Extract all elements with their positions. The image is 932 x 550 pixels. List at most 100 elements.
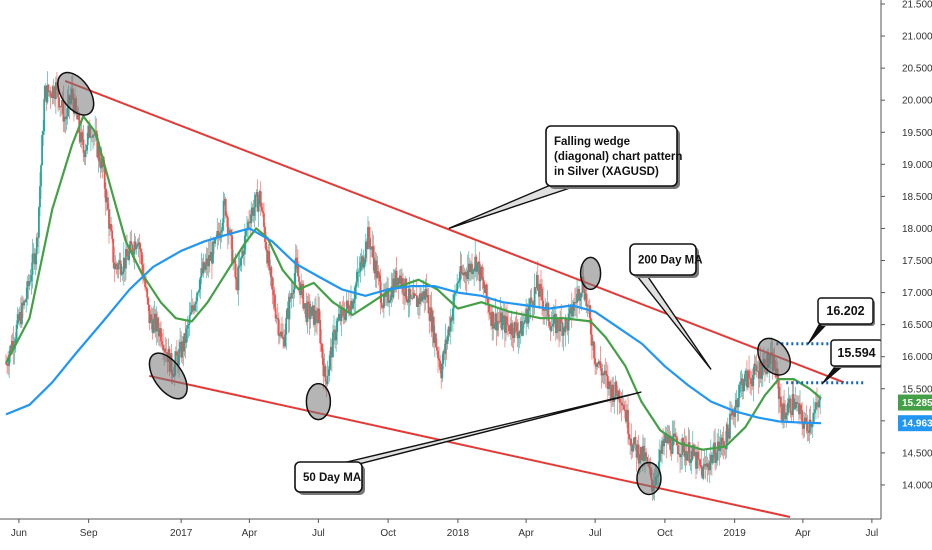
candle [332,324,334,358]
candle [313,298,316,336]
candle [42,119,45,147]
candle [290,278,293,309]
candle [718,436,721,466]
candle-body [478,261,481,282]
candle [330,339,333,372]
candle [435,332,437,348]
candle-body [235,277,238,280]
candle [311,301,314,319]
candle-body [668,436,671,444]
price-tag-label: 14.963 [902,419,932,430]
candle-body [559,317,562,332]
candle [587,300,590,315]
candle-body [92,134,94,138]
candle-body [596,362,599,367]
candle-body [744,370,747,375]
candle [21,295,23,328]
candle-body [56,82,58,86]
candle-body [211,251,213,264]
candle [137,237,140,258]
candle-body [41,135,43,166]
candle [154,308,157,338]
candle-body [631,445,634,452]
price-tick-label: 21.000 [902,32,932,43]
candle-body [282,336,284,340]
candle-body [453,294,455,309]
candle-body [494,313,497,325]
candle [220,227,223,243]
candle [109,209,111,237]
candle-body [303,303,306,309]
candle-body [414,295,417,296]
candle [543,308,546,325]
candle [301,280,304,299]
candle [576,279,578,319]
candle-body [583,289,586,300]
candle-body [669,436,672,451]
candle [810,423,813,435]
candle [289,293,292,303]
candle-body [678,453,680,455]
candle-body [748,370,750,379]
candle [222,191,225,232]
candle-body [293,272,296,290]
candle [345,291,348,322]
candle [283,329,286,349]
candle-body [390,286,393,301]
candle [545,301,548,326]
candle [678,445,680,455]
candle [104,182,107,216]
candle-body [715,460,718,463]
candle [291,280,294,299]
candle [181,335,184,364]
candle [463,267,466,283]
candle [518,329,521,349]
candle [695,444,697,480]
candle-body [813,409,816,413]
candle [187,319,190,339]
candle [271,276,274,305]
candle-body [283,339,286,347]
candle-body [441,363,444,379]
candle-body [473,268,476,272]
candle-body [640,447,643,461]
candle [38,205,40,254]
candle-body [438,358,440,361]
candle [615,380,618,397]
candle [731,404,733,421]
candle-body [533,287,536,306]
candle-body [340,307,343,322]
candle [252,199,255,223]
candle-body [512,335,515,339]
candle-body [57,85,59,98]
candle [266,246,269,268]
candle [598,360,601,366]
candle [433,325,436,358]
candle-body [405,278,408,299]
candle-body [335,332,338,341]
candle [490,305,493,330]
candle-body [807,430,810,433]
candle-body [806,423,809,431]
candle-body [46,84,49,103]
candle [409,288,412,306]
candle-body [181,341,184,358]
candle-body [603,370,606,375]
callout-text: 50 Day MA [303,472,361,484]
candle-body [278,335,281,337]
callout-pointer [631,270,712,370]
candle-body [133,241,136,255]
candle-body [33,253,36,265]
candle-body [643,445,645,462]
candle-body [466,270,469,280]
candle-body [48,91,51,93]
candle [114,255,117,270]
candle [456,274,459,294]
candle [481,263,484,290]
candle-body [350,300,352,314]
candle [323,353,326,378]
candle [359,253,362,283]
candle-body [618,390,621,403]
candle [276,303,279,335]
candle-body [552,315,555,324]
